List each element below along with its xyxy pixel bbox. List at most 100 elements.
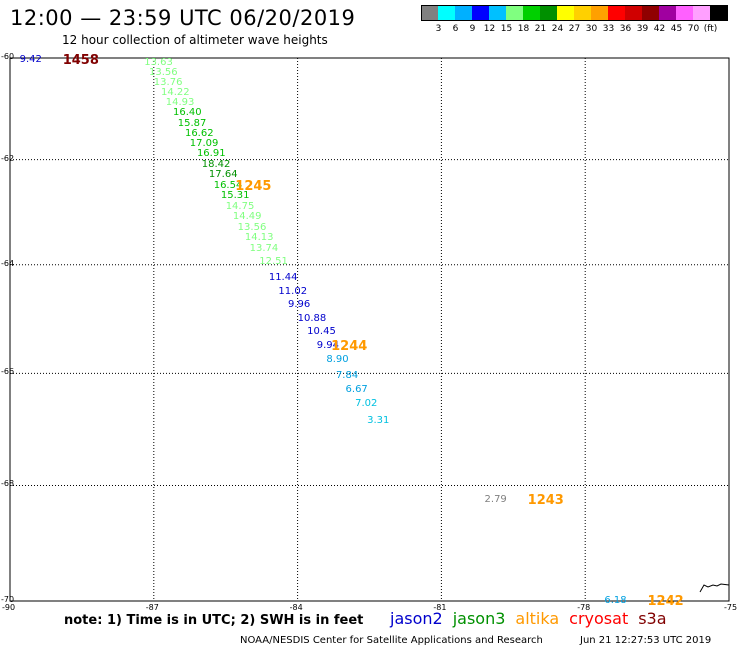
- pass-number-label: 1244: [331, 338, 368, 354]
- map-border: [9, 57, 730, 602]
- wave-height-value: 13.56: [237, 221, 267, 233]
- legend-swatch: [557, 5, 574, 20]
- wave-height-value: 15.87: [177, 117, 207, 129]
- legend-swatch: [625, 5, 642, 20]
- legend-label: 36: [619, 24, 632, 34]
- note-text: note: 1) Time is in UTC; 2) SWH is in fe…: [64, 613, 364, 628]
- legend-swatch: [608, 5, 625, 20]
- wave-height-value: 14.22: [160, 87, 190, 99]
- wave-height-value: 16.91: [196, 148, 226, 160]
- legend-label: 33: [602, 24, 615, 34]
- legend-label: 12: [483, 24, 496, 34]
- wave-height-value: 12.51: [259, 256, 288, 268]
- wave-height-value: 8.90: [326, 353, 349, 365]
- legend-label: 30: [585, 24, 598, 34]
- legend-label: 42: [653, 24, 666, 34]
- legend-swatch: [710, 5, 727, 20]
- legend-swatch: [421, 5, 438, 20]
- legend-label: 24: [551, 24, 564, 34]
- coastline: [699, 583, 730, 593]
- wave-height-value: 16.54: [213, 179, 243, 191]
- latitude-tick-label: -62: [1, 153, 15, 163]
- legend-swatch: [642, 5, 659, 20]
- legend-label: (ft): [703, 24, 718, 34]
- legend-label: 3: [435, 24, 442, 34]
- wave-height-value: 14.13: [244, 232, 274, 244]
- longitude-tick-label: -90: [2, 603, 16, 612]
- latitude-tick-label: -70: [1, 595, 15, 604]
- pass-number-label: 1245: [235, 178, 272, 194]
- legend-swatch: [540, 5, 557, 20]
- wave-height-value: 9.96: [288, 299, 311, 311]
- legend-label: 18: [517, 24, 530, 34]
- wave-height-value: 16.62: [184, 127, 214, 139]
- wave-height-value: 9.42: [19, 54, 42, 66]
- wave-height-value: 11.44: [268, 272, 298, 284]
- wave-height-value: 2.79: [484, 493, 507, 505]
- satellite-name-s3a: s3a: [638, 609, 667, 628]
- wave-height-value: 17.09: [189, 138, 219, 150]
- satellite-name-jason2: jason2: [390, 609, 443, 628]
- longitude-tick-label: -78: [577, 603, 591, 612]
- latitude-tick-label: -66: [1, 367, 15, 377]
- legend-label: 21: [534, 24, 547, 34]
- legend-label: 15: [500, 24, 513, 34]
- wave-height-value: 9.94: [316, 339, 340, 351]
- legend-swatch: [438, 5, 455, 20]
- wave-height-value: 16.40: [172, 107, 202, 119]
- wave-height-value: 7.84: [335, 370, 359, 382]
- pass-number-label: 1242: [647, 594, 684, 609]
- satellite-name-jason3: jason3: [452, 609, 506, 628]
- longitude-tick-label: -75: [724, 603, 738, 612]
- legend-swatch: [523, 5, 540, 20]
- legend-swatch: [506, 5, 523, 20]
- wave-height-value: 13.76: [153, 77, 183, 89]
- satellite-legend: jason2 jason3 altika cryosat s3a: [390, 609, 677, 628]
- wave-height-value: 14.93: [165, 97, 195, 109]
- map-subtitle: 12 hour collection of altimeter wave hei…: [62, 33, 328, 47]
- satellite-name-cryosat: cryosat: [569, 609, 629, 628]
- wave-height-value: 6.18: [604, 595, 627, 606]
- legend-label: 9: [469, 24, 476, 34]
- wave-height-value: 14.75: [225, 200, 255, 212]
- legend-swatch: [574, 5, 591, 20]
- legend-label: 6: [452, 24, 459, 34]
- wave-height-value: 3.31: [367, 414, 390, 426]
- legend-frame: [421, 5, 728, 21]
- credit-text: NOAA/NESDIS Center for Satellite Applica…: [240, 635, 543, 646]
- wave-height-value: 13.74: [249, 242, 279, 254]
- legend-label: 27: [568, 24, 581, 34]
- wave-height-value: 15.31: [220, 190, 250, 202]
- legend-swatch: [489, 5, 506, 20]
- legend-label: 39: [636, 24, 649, 34]
- longitude-tick-label: -81: [433, 603, 447, 612]
- wave-height-value: 14.49: [232, 211, 262, 223]
- pass-number-label: 1458: [62, 53, 99, 69]
- legend-swatch: [455, 5, 472, 20]
- latitude-tick-label: -60: [1, 52, 15, 61]
- legend-swatch: [693, 5, 710, 20]
- wave-height-value: 17.64: [208, 169, 238, 181]
- longitude-tick-label: -84: [289, 603, 303, 612]
- legend-swatch: [676, 5, 693, 20]
- wave-height-value: 13.56: [149, 67, 178, 79]
- legend-label: 45: [670, 24, 683, 34]
- legend-swatch: [659, 5, 676, 20]
- map-title: 12:00 — 23:59 UTC 06/20/2019: [10, 6, 356, 30]
- latitude-tick-label: -64: [1, 258, 15, 268]
- legend-swatch: [591, 5, 608, 20]
- satellite-name-altika: altika: [515, 609, 560, 628]
- wave-height-value: 13.63: [144, 56, 173, 68]
- wave-height-value: 18.42: [201, 158, 231, 170]
- generation-timestamp: Jun 21 12:27:53 UTC 2019: [580, 635, 712, 646]
- wave-height-value: 11.02: [278, 285, 308, 297]
- wave-height-value: 10.45: [307, 326, 336, 338]
- legend-swatch: [472, 5, 489, 20]
- latitude-tick-label: -68: [1, 479, 15, 489]
- wave-height-value: 10.88: [297, 312, 327, 324]
- wave-height-value: 6.67: [345, 383, 368, 395]
- longitude-tick-label: -87: [145, 603, 159, 612]
- pass-number-label: 1243: [527, 492, 564, 508]
- legend-label: 70: [687, 24, 700, 34]
